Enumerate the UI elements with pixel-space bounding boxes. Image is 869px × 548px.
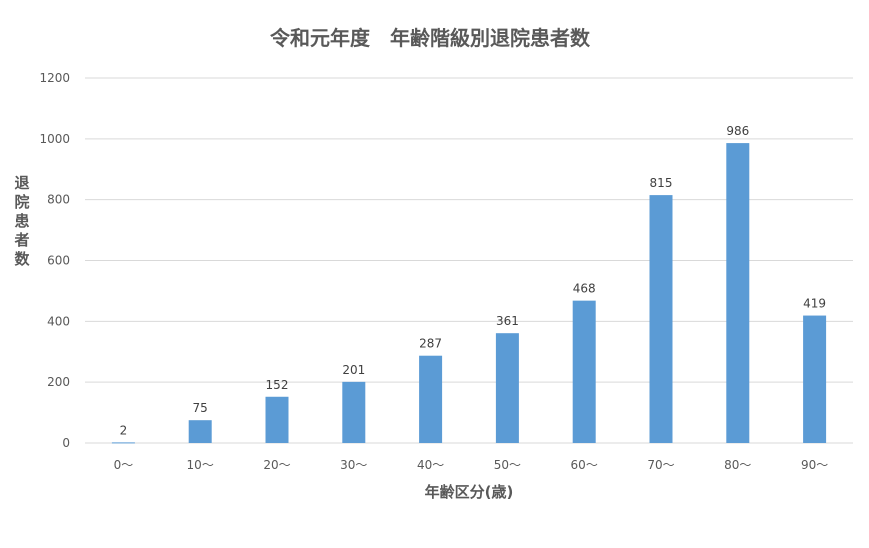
y-tick-label: 600 [47,254,70,268]
data-label: 815 [650,176,673,190]
bar [649,195,673,443]
bar [726,143,750,443]
bar [419,355,443,443]
data-labels: 2 75 152 201 287 361 468 815 986 419 [120,124,826,437]
x-tick-label: 50〜 [494,458,521,472]
x-tick-label: 70〜 [647,458,674,472]
x-tick-label: 30〜 [340,458,367,472]
y-tick-label: 1000 [39,132,70,146]
y-tick-label: 0 [62,436,70,450]
y-tick-label: 800 [47,193,70,207]
gridlines [85,77,853,444]
data-label: 419 [803,297,826,311]
y-axis-tick-labels: 0 200 400 600 800 1000 1200 [39,71,70,450]
x-tick-label: 60〜 [571,458,598,472]
bar [188,420,212,443]
bars [111,143,827,444]
data-label: 361 [496,314,519,328]
data-label: 2 [120,423,128,437]
y-tick-label: 200 [47,375,70,389]
y-tick-label: 400 [47,314,70,328]
y-axis-title: 退院患者数 [14,174,30,268]
data-label: 986 [726,124,749,138]
x-axis-title: 年齢区分(歳) [425,483,514,501]
x-tick-label: 80〜 [724,458,751,472]
bar [495,333,519,443]
data-label: 75 [193,401,208,415]
x-tick-label: 20〜 [263,458,290,472]
x-tick-label: 40〜 [417,458,444,472]
x-tick-label: 90〜 [801,458,828,472]
x-tick-label: 0〜 [114,458,134,472]
bar [803,315,827,443]
bar [572,300,596,443]
chart-title: 令和元年度 年齢階級別退院患者数 [270,26,591,50]
data-label: 468 [573,282,596,296]
y-tick-label: 1200 [39,71,70,85]
bar [265,396,289,443]
bar [111,442,135,444]
data-label: 201 [342,363,365,377]
x-axis-tick-labels: 0〜 10〜 20〜 30〜 40〜 50〜 60〜 70〜 80〜 90〜 [114,458,829,472]
bar [342,381,366,443]
data-label: 287 [419,337,442,351]
data-label: 152 [266,378,289,392]
x-tick-label: 10〜 [187,458,214,472]
